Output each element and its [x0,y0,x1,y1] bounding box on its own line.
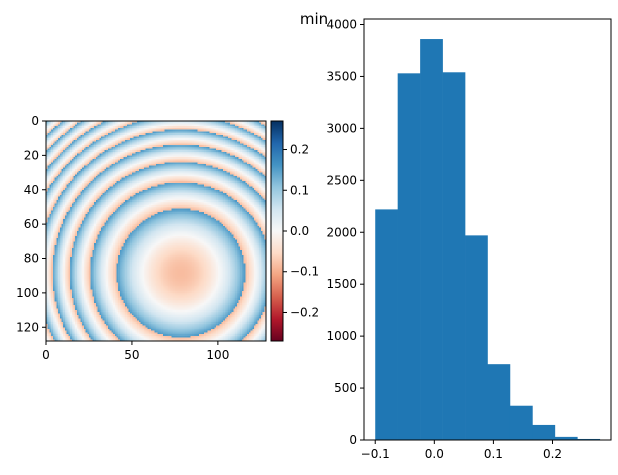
colorbar: −0.2 −0.1 0.0 0.1 0.2 [270,120,319,342]
histogram-y-axis: 0 500 1000 1500 2000 2500 3000 3500 4000 [326,18,364,447]
histogram-x-tick-label: 0.1 [484,447,503,461]
histogram-bars [375,39,601,441]
heatmap-y-axis: 0 20 40 60 80 100 120 [16,114,46,334]
histogram-bar [509,405,533,440]
heatmap-y-tick-label: 40 [24,183,39,197]
histogram-bar [577,438,601,440]
histogram-y-tick-label: 1500 [326,277,357,291]
colorbar-tick-label: −0.2 [290,305,319,319]
heatmap-x-tick-label: 50 [124,348,139,362]
histogram-x-axis: −0.1 0.0 0.1 0.2 [361,440,562,461]
heatmap-x-tick-label: 100 [206,348,229,362]
heatmap-frame [45,120,267,342]
heatmap-x-axis: 0 50 100 [42,341,229,362]
heatmap-y-tick-label: 20 [24,148,39,162]
histogram-y-tick-label: 3000 [326,121,357,135]
histogram-bar [375,209,398,440]
histogram-bar [487,364,511,440]
colorbar-gradient [271,121,283,341]
histogram-y-tick-label: 3500 [326,69,357,83]
histogram-x-tick-label: 0.2 [543,447,562,461]
figure-suptitle: min [300,10,328,28]
histogram-y-tick-label: 1000 [326,329,357,343]
histogram-y-tick-label: 2500 [326,173,357,187]
heatmap-panel: 0 50 100 0 20 40 60 80 100 120 [16,114,267,362]
colorbar-tick-label: 0.1 [290,183,309,197]
histogram-panel: −0.1 0.0 0.1 0.2 0 500 1000 1500 2000 2500 3000 35… [326,18,612,461]
histogram-y-tick-label: 4000 [326,18,357,32]
colorbar-tick-label: −0.1 [290,265,319,279]
histogram-y-tick-label: 500 [334,381,357,395]
histogram-bar [532,424,556,440]
histogram-y-tick-label: 0 [349,433,357,447]
heatmap-y-tick-label: 80 [24,252,39,266]
histogram-y-tick-label: 2000 [326,225,357,239]
heatmap-y-tick-label: 100 [16,286,39,300]
histogram-bar [442,72,466,440]
colorbar-tick-label: 0.0 [290,224,309,238]
histogram-bar [420,39,443,441]
heatmap-image [46,121,266,341]
colorbar-ticks: −0.2 −0.1 0.0 0.1 0.2 [283,143,319,319]
heatmap-y-tick-label: 120 [16,320,39,334]
histogram-bar [397,73,421,440]
heatmap-y-tick-label: 60 [24,217,39,231]
heatmap-y-tick-label: 0 [31,114,39,128]
histogram-bar [465,235,488,440]
histogram-x-tick-label: 0.0 [425,447,444,461]
colorbar-tick-label: 0.2 [290,143,309,157]
heatmap-x-tick-label: 0 [42,348,50,362]
histogram-bar [554,436,578,440]
histogram-x-tick-label: −0.1 [361,447,390,461]
histogram-frame [363,18,612,441]
